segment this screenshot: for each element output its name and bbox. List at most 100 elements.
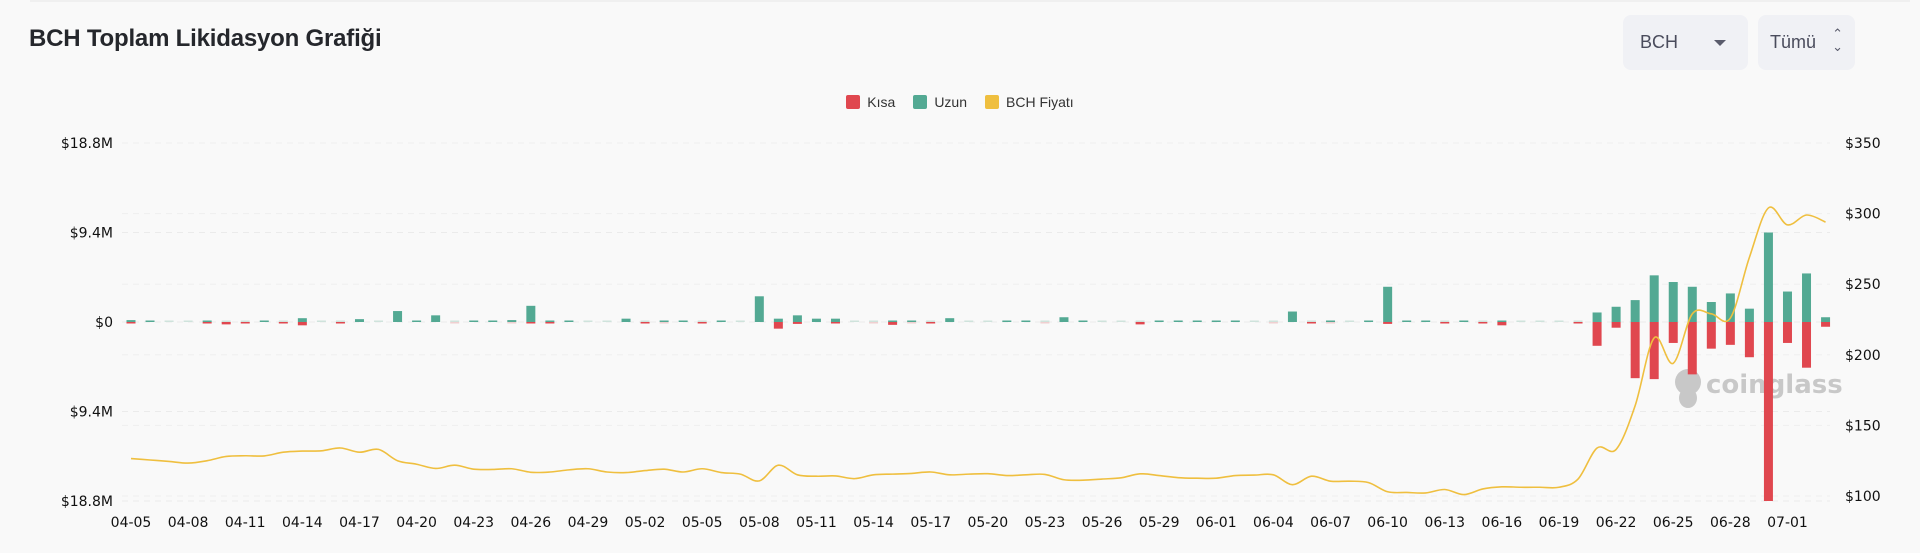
left-axis-tick: $18.8M [61,136,113,152]
short-bar [1268,322,1278,324]
long-bar [811,318,821,322]
long-bar [1516,320,1526,322]
long-bar [754,296,764,322]
long-bar [1040,320,1050,322]
long-bar [1497,320,1507,322]
x-axis-tick: 06-07 [1310,515,1351,531]
x-axis-tick: 06-10 [1367,515,1408,531]
x-axis-tick: 04-11 [225,515,266,531]
short-bar [1592,322,1602,346]
legend-label: Uzun [934,94,967,110]
short-bar [202,322,212,324]
long-bar [1554,320,1564,322]
long-bar [1116,320,1126,322]
long-bar [907,320,917,322]
long-bar [1535,320,1545,322]
long-bar [126,320,136,322]
short-bar [1821,322,1831,327]
x-axis-tick: 05-23 [1025,515,1066,531]
x-axis-tick: 04-14 [282,515,323,531]
long-bar [697,320,707,322]
left-axis-tick: $9.4M [70,226,113,242]
long-bar [1230,320,1240,322]
x-axis-tick: 05-20 [967,515,1008,531]
coin-select[interactable]: BCH [1623,15,1748,70]
short-bar [278,322,288,324]
x-axis-tick: 05-02 [625,515,666,531]
up-down-chevron-icon: ⌃ ⌄ [1832,26,1843,54]
watermark-text: coinglass [1706,370,1843,400]
short-bar [697,322,707,324]
long-bar [1821,317,1831,322]
x-axis-tick: 06-28 [1710,515,1751,531]
long-bar [564,320,574,322]
long-bar [1649,275,1659,322]
long-bar [202,320,212,322]
long-bar [545,320,555,322]
page-title: BCH Toplam Likidasyon Grafiği [29,25,382,52]
long-bar [1744,308,1754,322]
short-bar [1383,322,1393,324]
long-bar [1630,300,1640,322]
long-bar [507,320,517,322]
long-bar [1268,320,1278,322]
short-bar [792,322,802,324]
short-bar [907,322,917,324]
long-bar [716,320,726,322]
long-bar [412,320,422,322]
chart-legend: Kısa Uzun BCH Fiyatı [0,94,1920,110]
long-bar [1592,312,1602,322]
coinglass-watermark: coinglass [1675,369,1843,408]
short-bar [1763,322,1773,501]
x-axis-tick: 05-11 [796,515,837,531]
long-bar [850,320,860,322]
legend-swatch-price [985,95,999,109]
short-bar [1725,322,1735,345]
long-bar [1440,320,1450,322]
long-bar [1364,320,1374,322]
short-bar [1802,322,1812,368]
left-axis-tick: $0 [95,315,113,331]
x-axis-tick: 06-16 [1482,515,1523,531]
x-axis-tick: 05-05 [682,515,723,531]
long-bar [354,319,364,322]
x-axis-tick: 06-22 [1596,515,1637,531]
short-bar [1649,322,1659,380]
short-bar [1630,322,1640,379]
long-bar [735,320,745,322]
x-axis-tick: 05-26 [1082,515,1123,531]
long-bar [450,320,460,322]
legend-item-price[interactable]: BCH Fiyatı [985,94,1074,110]
right-axis-tick: $100 [1845,489,1881,505]
short-bar [450,322,460,324]
long-bar [1573,320,1583,322]
legend-item-short[interactable]: Kısa [846,94,895,110]
range-select[interactable]: Tümü ⌃ ⌄ [1758,15,1855,70]
short-bar [640,322,650,324]
long-bar [1687,286,1697,322]
long-bar [1802,273,1812,322]
legend-swatch-long [913,95,928,109]
x-axis-tick: 06-25 [1653,515,1694,531]
right-axis-tick: $250 [1845,277,1881,293]
long-bar [926,320,936,322]
x-axis-tick: 07-01 [1767,515,1808,531]
long-bar [1249,320,1259,322]
long-bar [259,320,269,322]
price-line [130,206,1826,496]
long-bar [1763,232,1773,322]
coin-select-value: BCH [1640,32,1679,52]
x-axis-tick: 04-20 [396,515,437,531]
short-bar [1326,322,1336,324]
short-bar [1306,322,1316,324]
long-bar [1192,320,1202,322]
legend-item-long[interactable]: Uzun [913,94,967,110]
long-bar [1078,320,1088,322]
right-axis-tick: $150 [1845,418,1881,434]
long-bar [431,315,441,322]
long-bar [583,320,593,322]
short-bar [1611,322,1621,328]
x-axis-tick: 05-29 [1139,515,1180,531]
long-bar [1706,302,1716,322]
short-bar [773,322,783,329]
